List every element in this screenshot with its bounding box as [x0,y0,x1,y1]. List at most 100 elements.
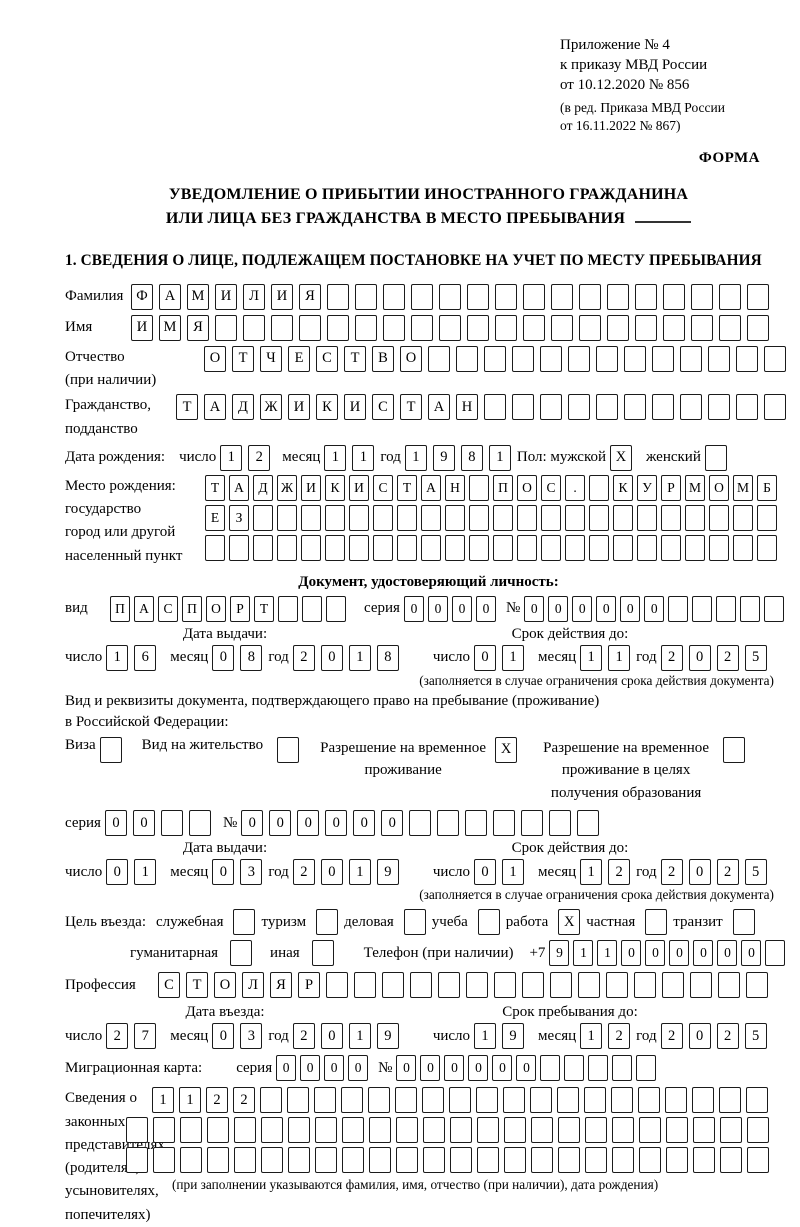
char-cell[interactable]: Т [186,972,208,999]
char-cell[interactable] [624,394,646,421]
char-cell[interactable]: 0 [212,859,235,886]
char-cell[interactable]: 0 [492,1055,513,1082]
char-cell[interactable]: К [325,474,345,501]
char-cell[interactable] [439,314,461,341]
char-cell[interactable]: 0 [669,940,690,967]
char-cell[interactable] [540,394,562,421]
char-cell[interactable] [261,1117,283,1144]
char-cell[interactable]: 0 [396,1055,417,1082]
char-cell[interactable]: 9 [432,444,455,471]
char-cell[interactable] [635,314,657,341]
char-cell[interactable]: 0 [106,859,129,886]
char-cell[interactable] [661,504,681,531]
char-cell[interactable]: 0 [320,859,343,886]
char-cell[interactable] [288,1117,310,1144]
char-cell[interactable]: М [187,283,209,310]
char-cell[interactable]: Н [456,394,478,421]
char-cell[interactable]: 0 [212,644,235,671]
char-cell[interactable] [668,595,689,622]
char-cell[interactable] [230,940,253,967]
char-cell[interactable] [636,1055,657,1082]
char-cell[interactable] [253,534,273,561]
char-cell[interactable]: 0 [276,1055,297,1082]
char-cell[interactable]: 0 [132,810,155,837]
char-cell[interactable] [613,504,633,531]
char-cell[interactable]: 0 [596,595,617,622]
char-cell[interactable] [607,283,629,310]
char-cell[interactable] [504,1117,526,1144]
char-cell[interactable]: 2 [608,1023,631,1050]
char-cell[interactable] [638,1087,660,1114]
char-cell[interactable] [747,314,769,341]
char-cell[interactable]: У [637,474,657,501]
char-cell[interactable] [733,534,753,561]
char-cell[interactable] [521,810,544,837]
char-cell[interactable]: О [709,474,729,501]
char-cell[interactable]: Т [400,394,422,421]
char-cell[interactable] [558,1117,580,1144]
char-cell[interactable] [558,1147,580,1174]
char-cell[interactable] [288,1147,310,1174]
char-cell[interactable] [666,1147,688,1174]
char-cell[interactable] [494,972,516,999]
char-cell[interactable]: 1 [474,1023,497,1050]
char-cell[interactable] [685,534,705,561]
char-cell[interactable] [383,314,405,341]
char-cell[interactable] [764,595,785,622]
char-cell[interactable]: С [158,595,178,622]
char-cell[interactable]: 1 [580,1023,603,1050]
char-cell[interactable] [445,504,465,531]
char-cell[interactable]: О [517,474,537,501]
char-cell[interactable] [302,595,322,622]
char-cell[interactable]: А [204,394,226,421]
char-cell[interactable]: 0 [324,1055,345,1082]
char-cell[interactable]: 0 [474,644,497,671]
char-cell[interactable] [577,810,600,837]
char-cell[interactable] [484,394,506,421]
char-cell[interactable]: 8 [376,644,399,671]
char-cell[interactable]: Ф [131,283,153,310]
char-cell[interactable] [690,972,712,999]
char-cell[interactable] [503,1087,525,1114]
char-cell[interactable] [736,394,758,421]
char-cell[interactable]: А [421,474,441,501]
char-cell[interactable]: 3 [240,1023,263,1050]
char-cell[interactable]: О [214,972,236,999]
char-cell[interactable] [397,534,417,561]
char-cell[interactable]: 0 [451,595,472,622]
char-cell[interactable] [709,534,729,561]
char-cell[interactable] [693,1117,715,1144]
char-cell[interactable]: 2 [660,1023,683,1050]
char-cell[interactable] [316,909,339,936]
char-cell[interactable] [541,504,561,531]
char-cell[interactable] [530,1087,552,1114]
char-cell[interactable] [596,345,618,372]
char-cell[interactable]: 2 [716,859,739,886]
char-cell[interactable] [692,1087,714,1114]
char-cell[interactable] [207,1117,229,1144]
char-cell[interactable] [720,1117,742,1144]
char-cell[interactable]: П [493,474,513,501]
char-cell[interactable] [477,909,500,936]
char-cell[interactable] [449,1087,471,1114]
char-cell[interactable]: Ж [260,394,282,421]
char-cell[interactable]: 1 [502,644,525,671]
char-cell[interactable] [456,345,478,372]
char-cell[interactable] [723,736,746,763]
char-cell[interactable] [652,394,674,421]
char-cell[interactable] [736,345,758,372]
char-cell[interactable]: Е [288,345,310,372]
char-cell[interactable]: И [301,474,321,501]
char-cell[interactable]: П [182,595,202,622]
char-cell[interactable] [719,283,741,310]
char-cell[interactable]: К [316,394,338,421]
char-cell[interactable]: Д [253,474,273,501]
char-cell[interactable] [349,504,369,531]
char-cell[interactable] [423,1147,445,1174]
char-cell[interactable]: 1 [179,1087,201,1114]
char-cell[interactable]: С [373,474,393,501]
char-cell[interactable] [522,972,544,999]
char-cell[interactable] [373,534,393,561]
char-cell[interactable] [612,1055,633,1082]
char-cell[interactable]: 0 [548,595,569,622]
